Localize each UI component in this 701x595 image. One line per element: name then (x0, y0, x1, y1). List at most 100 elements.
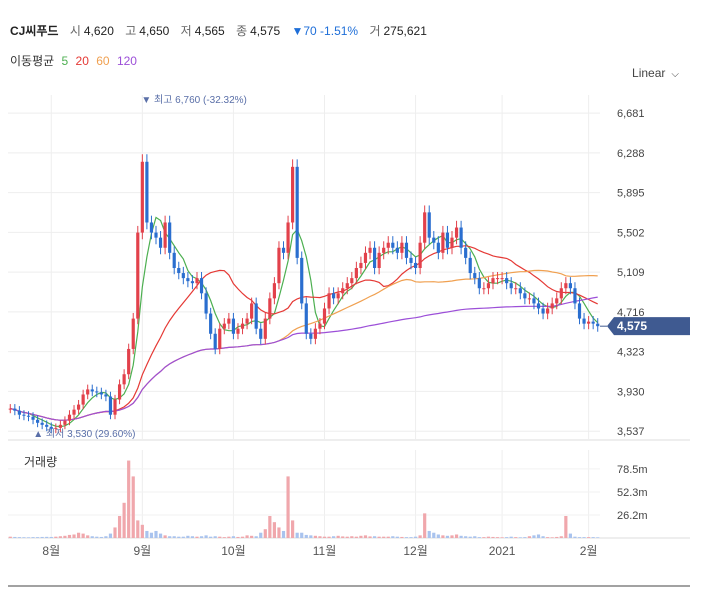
candle (186, 278, 190, 282)
volume-bar (136, 520, 140, 538)
candle (559, 288, 563, 299)
volume-bar (222, 537, 226, 538)
volume-bar (204, 535, 208, 538)
volume-bar (591, 537, 595, 538)
candle (363, 252, 368, 263)
volume-bar (332, 536, 336, 538)
candle (345, 283, 349, 289)
volume-bar (67, 534, 72, 538)
volume-bar (327, 536, 331, 538)
candle (113, 399, 117, 415)
candle (281, 247, 286, 253)
volume-bar (63, 535, 67, 538)
candle (17, 410, 21, 415)
candle (259, 328, 263, 339)
candle (350, 278, 354, 284)
volume-bar (86, 535, 90, 538)
change-value: ▼70 -1.51% (291, 24, 359, 38)
volume-bar (450, 535, 454, 538)
candle (222, 323, 226, 329)
volume-bar (473, 536, 477, 538)
candle (372, 247, 377, 269)
candle (368, 247, 372, 253)
candle (591, 321, 595, 324)
candle (76, 404, 81, 410)
volume-bar (190, 536, 195, 538)
candle (108, 396, 113, 415)
candle (122, 374, 126, 385)
volume-bar (76, 532, 81, 538)
candle (527, 298, 532, 300)
candle (409, 257, 413, 263)
volume-bar (468, 536, 472, 538)
candle (58, 424, 62, 428)
candle (413, 262, 418, 269)
candle (245, 318, 249, 324)
candle (573, 288, 577, 304)
candle (500, 278, 504, 280)
volume-bar (445, 535, 450, 538)
volume-bar (291, 520, 295, 538)
volume-bar (477, 537, 481, 538)
ma-legend-label: 이동평균 (10, 54, 55, 68)
candle (13, 408, 17, 411)
volume-bar (514, 537, 518, 538)
volume-bar (72, 534, 76, 538)
volume-bar (427, 530, 431, 538)
volume-bar (145, 530, 149, 538)
candle (477, 278, 481, 289)
candle (272, 283, 276, 299)
candle (432, 237, 436, 243)
candle (400, 242, 404, 253)
volume-bar (546, 537, 550, 538)
volume-bar (341, 536, 345, 538)
volume-bar (154, 530, 158, 538)
candle (318, 323, 322, 329)
volume-bar (117, 516, 122, 538)
candle (332, 293, 336, 299)
volume-bar (8, 536, 12, 538)
candle (486, 283, 491, 289)
volume-bar (582, 537, 586, 538)
y-tick-label: 6,288 (617, 148, 645, 160)
volume-bar (354, 536, 358, 538)
scale-dropdown[interactable]: Linear ⌵ (632, 66, 679, 80)
volume-bar (113, 527, 117, 538)
candle (8, 408, 12, 410)
volume-tick-label: 52.3m (617, 487, 648, 499)
candle (518, 288, 522, 294)
candle (90, 389, 94, 392)
candle (254, 303, 258, 329)
volume-bar (436, 534, 440, 538)
candle (140, 161, 144, 233)
candle (587, 321, 591, 324)
y-tick-label: 6,681 (617, 108, 645, 120)
candle (250, 303, 254, 319)
volume-bar (564, 516, 568, 538)
volume-bar (199, 536, 204, 538)
candle (286, 222, 290, 253)
candle (450, 237, 454, 248)
volume-bar (259, 532, 263, 538)
candle (404, 242, 409, 258)
x-tick-label: 2월 (580, 544, 598, 558)
ma20-legend: 20 (75, 54, 89, 68)
current-price-label: 4,575 (617, 319, 647, 333)
y-tick-label: 5,895 (617, 188, 645, 200)
volume-bar (541, 536, 545, 538)
candle (541, 308, 545, 314)
open-label: 시 (69, 24, 81, 38)
volume-bar (377, 536, 381, 538)
candle (464, 247, 468, 258)
candle (523, 293, 527, 299)
volume-bar (26, 537, 31, 538)
close-value: 4,575 (250, 24, 281, 38)
candle (145, 161, 149, 223)
candle (491, 278, 495, 284)
candle (555, 298, 559, 304)
candle (49, 426, 53, 429)
volume-bar (555, 536, 559, 538)
volume-bar (281, 530, 286, 538)
candle (213, 333, 217, 349)
